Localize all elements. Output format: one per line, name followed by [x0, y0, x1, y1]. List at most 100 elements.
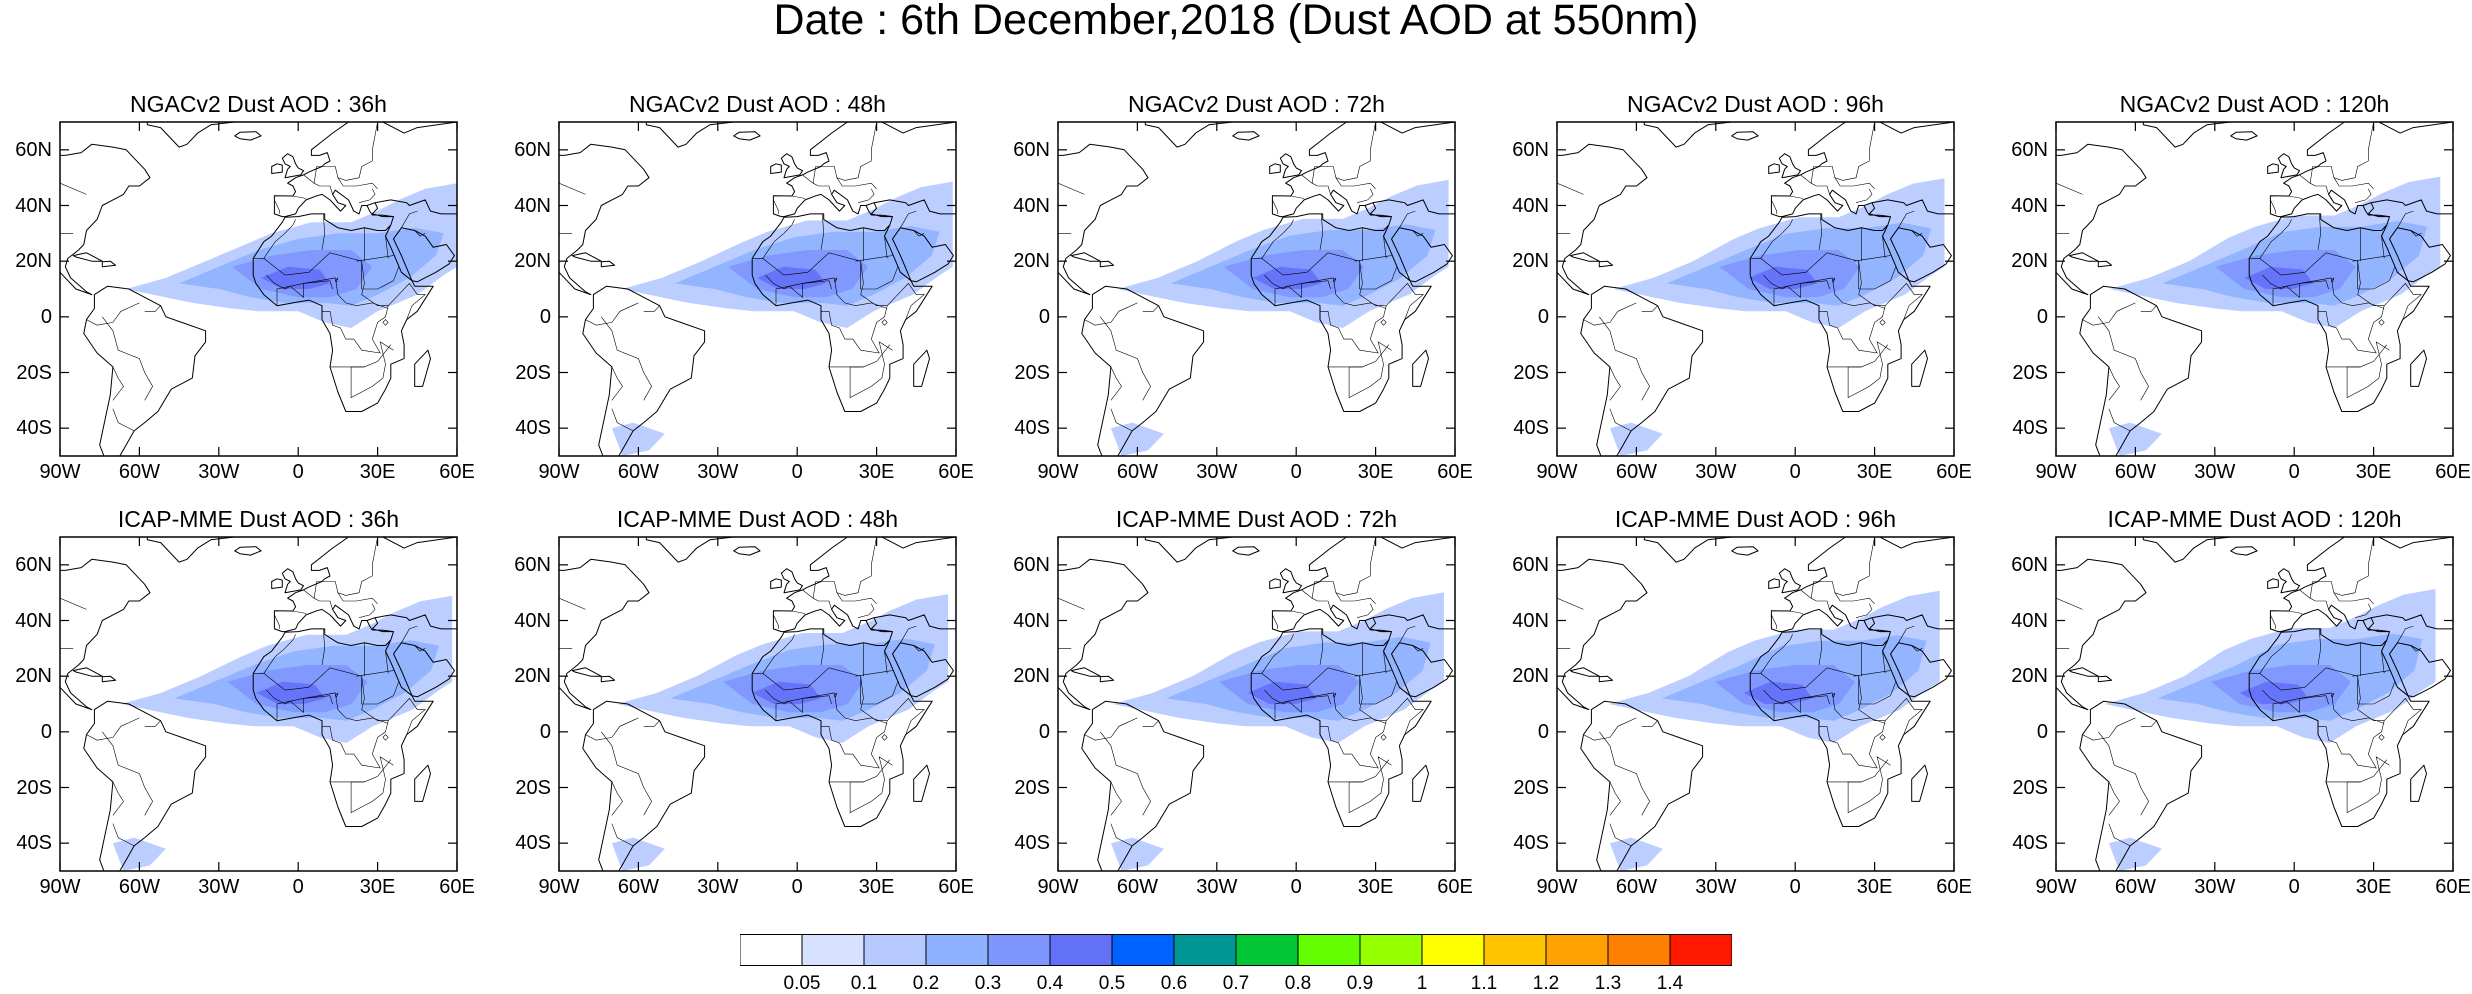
lake-outline — [1332, 277, 1337, 283]
country-border — [585, 717, 639, 741]
country-border — [1272, 614, 1278, 629]
colorbar-label: 1 — [1416, 973, 1428, 994]
country-border — [1853, 255, 1891, 262]
country-border — [773, 199, 779, 214]
coastline-arabia — [1890, 642, 1952, 698]
country-border — [1348, 341, 1392, 399]
dust-plume-4 — [261, 266, 330, 289]
country-border — [1274, 280, 1331, 306]
country-border — [2355, 188, 2372, 203]
lat-label: 20S — [16, 776, 52, 799]
country-border — [886, 697, 926, 735]
lon-label: 60E — [938, 876, 974, 898]
country-border — [1261, 252, 1387, 354]
lon-label: 30E — [858, 461, 895, 483]
coastline-ireland — [1269, 578, 1281, 589]
map-border — [59, 536, 458, 872]
country-border — [1359, 261, 1398, 290]
country-border — [913, 230, 925, 237]
country-border — [1763, 274, 1886, 309]
figure-title: Date : 6th December,2018 (Dust AOD at 55… — [773, 0, 1699, 44]
country-border — [303, 174, 333, 195]
country-border — [385, 651, 389, 674]
country-border — [2309, 122, 2374, 184]
country-border — [1311, 122, 1376, 184]
lon-label: 90W — [1037, 876, 1079, 898]
lat-label: 60N — [514, 553, 551, 576]
country-border — [1110, 366, 1122, 401]
country-border — [112, 781, 124, 816]
coastline-africa-eurasia — [2248, 537, 2453, 827]
colorbar-swatch — [925, 934, 989, 966]
country-border — [2397, 625, 2414, 643]
colorbar-labels: 0.05 0.1 0.2 0.3 0.4 0.5 0.6 0.7 0.8 0.9 1 1.1 1.2 1.… — [740, 974, 1732, 994]
country-border — [1810, 122, 1875, 184]
lon-label: 30E — [858, 876, 895, 898]
map-frame: 60N 40N 20N 0 20S 40S 90W 60W 30W 0 30E 60E — [514, 536, 974, 897]
country-border — [2355, 603, 2372, 618]
country-border — [2098, 316, 2149, 401]
country-border — [1110, 781, 1122, 816]
country-border — [1557, 182, 1584, 195]
lat-label: 40S — [2012, 832, 2048, 855]
coastline-hispaniola — [2097, 260, 2113, 268]
country-border — [559, 233, 573, 234]
coastline-south-america — [83, 700, 207, 871]
colorbar-label: 0.5 — [1098, 973, 1126, 994]
map-frame: 60N 40N 20N 0 20S 40S 90W 60W 30W 0 30E 60E — [2011, 536, 2471, 897]
coastline-hispaniola — [1598, 260, 1614, 268]
map-border — [558, 536, 957, 872]
colorbar — [740, 934, 1732, 966]
country-border — [1847, 341, 1891, 399]
country-border — [1884, 282, 1924, 320]
colorbar-swatch — [1297, 934, 1361, 966]
coastline-africa-eurasia — [252, 537, 457, 827]
country-border — [1771, 614, 1777, 629]
lat-label: 40N — [514, 194, 551, 217]
lake-outline — [1879, 319, 1886, 326]
country-border — [1599, 731, 1650, 816]
lake-outline — [334, 277, 339, 283]
country-border — [900, 210, 917, 228]
coastline-north-america — [2056, 143, 2147, 296]
lake-outline — [881, 734, 888, 741]
lake-outline — [334, 692, 339, 698]
panel-title: NGACv2 Dust AOD : 36h — [130, 91, 387, 117]
country-border — [2317, 213, 2322, 251]
colorbar-swatch — [1607, 934, 1671, 966]
map-frame: 60N 40N 20N 0 20S 40S 90W 60W 30W 0 30E 60E — [1512, 536, 1972, 897]
coastline-greenland — [146, 537, 246, 563]
dust-plume-5 — [2108, 837, 2162, 871]
coastline-cuba — [72, 667, 103, 677]
coastline-madagascar — [1911, 349, 1928, 387]
coastline-africa-eurasia — [1250, 122, 1455, 412]
lat-label: 20S — [1014, 776, 1050, 799]
country-border — [2410, 645, 2422, 652]
country-border — [1834, 177, 1875, 190]
coastline-north-america — [60, 558, 151, 711]
map-svg — [558, 121, 957, 457]
coastline-iceland — [234, 131, 262, 141]
lat-label: 40S — [515, 417, 551, 440]
country-border — [559, 648, 573, 649]
country-border — [765, 689, 888, 724]
country-border — [1858, 261, 1897, 290]
country-border — [2397, 210, 2414, 228]
country-border — [144, 720, 161, 727]
colorbar-label: 0.9 — [1346, 973, 1374, 994]
country-border — [263, 667, 389, 769]
country-border — [1142, 720, 1159, 727]
lake-outline — [2330, 692, 2335, 698]
lat-label: 20S — [515, 776, 551, 799]
country-border — [2299, 174, 2329, 195]
lat-label: 60N — [2011, 553, 2048, 576]
country-border — [1882, 236, 1886, 259]
country-border — [2056, 233, 2070, 234]
coastline-madagascar — [913, 349, 930, 387]
dust-plume-5 — [1110, 422, 1164, 456]
country-border — [266, 689, 389, 724]
country-border — [611, 781, 623, 816]
coastline-great-britain — [780, 153, 803, 179]
coastline-africa-eurasia — [751, 537, 956, 827]
map-panel-7: ICAP-MME Dust AOD : 48h 60N 40N 20N 0 20S 40S 9… — [514, 507, 974, 898]
